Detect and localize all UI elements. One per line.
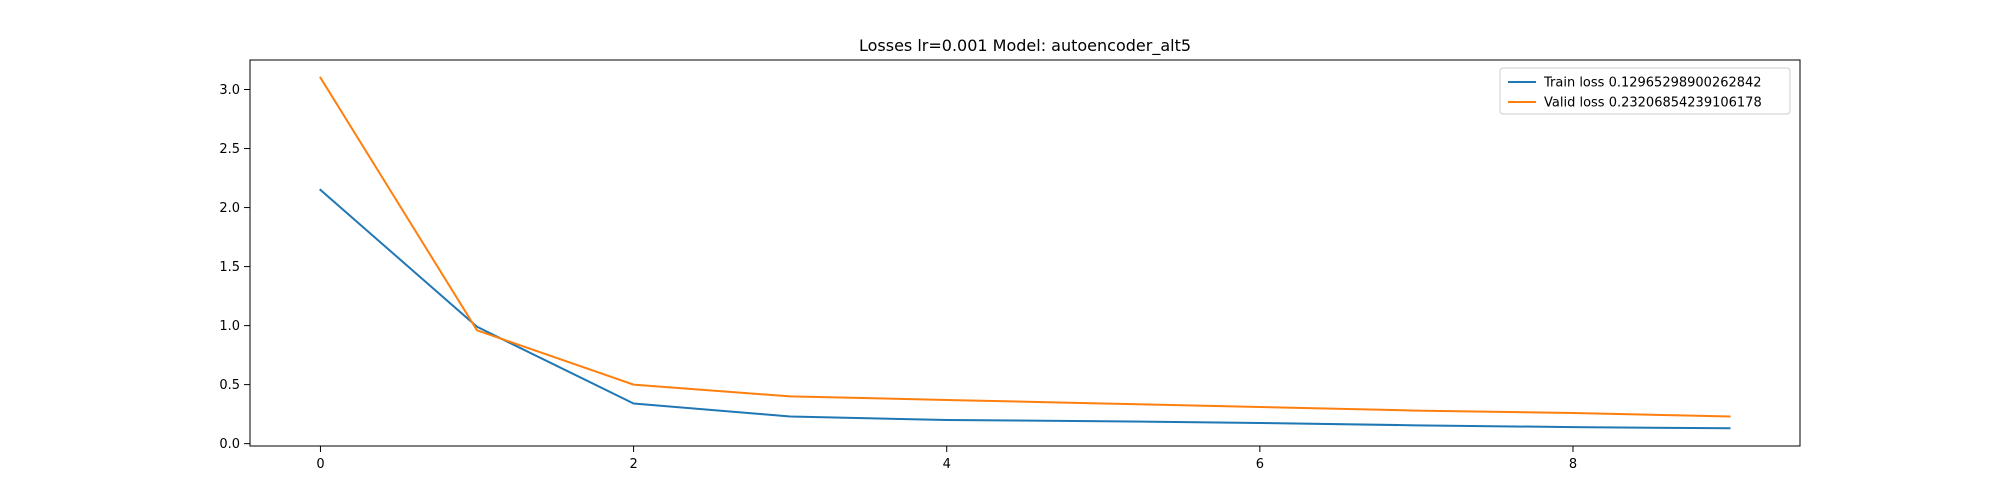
y-tick-label: 1.5 xyxy=(219,260,240,275)
plot-area-frame xyxy=(249,59,1801,447)
y-tick-label: 1.0 xyxy=(219,319,240,334)
legend-entry-label: Train loss 0.12965298900262842 xyxy=(1543,76,1762,91)
x-tick-label: 2 xyxy=(629,457,637,472)
legend: Train loss 0.12965298900262842 Valid loss… xyxy=(1499,67,1791,115)
x-tick-label: 0 xyxy=(316,457,324,472)
legend-box xyxy=(1499,67,1791,115)
x-tick-label: 6 xyxy=(1256,457,1264,472)
series-line-train-loss xyxy=(319,188,1731,430)
y-tick-label: 2.5 xyxy=(219,142,240,157)
y-tick-label: 2.0 xyxy=(219,201,240,216)
legend-entry-label: Valid loss 0.23206854239106178 xyxy=(1544,96,1762,111)
y-tick-label: 0.5 xyxy=(219,378,240,393)
x-tick-label: 8 xyxy=(1569,457,1577,472)
y-tick-label: 3.0 xyxy=(219,83,240,98)
y-axis: 0.0 0.5 1.0 1.5 2.0 2.5 3.0 xyxy=(219,83,250,452)
series-layer xyxy=(319,76,1731,430)
x-axis: 0 2 4 6 8 xyxy=(316,446,1577,472)
chart-title: Losses lr=0.001 Model: autoencoder_alt5 xyxy=(859,36,1191,56)
y-tick-label: 0.0 xyxy=(219,437,240,452)
x-tick-label: 4 xyxy=(943,457,951,472)
series-line-valid-loss xyxy=(319,76,1731,418)
